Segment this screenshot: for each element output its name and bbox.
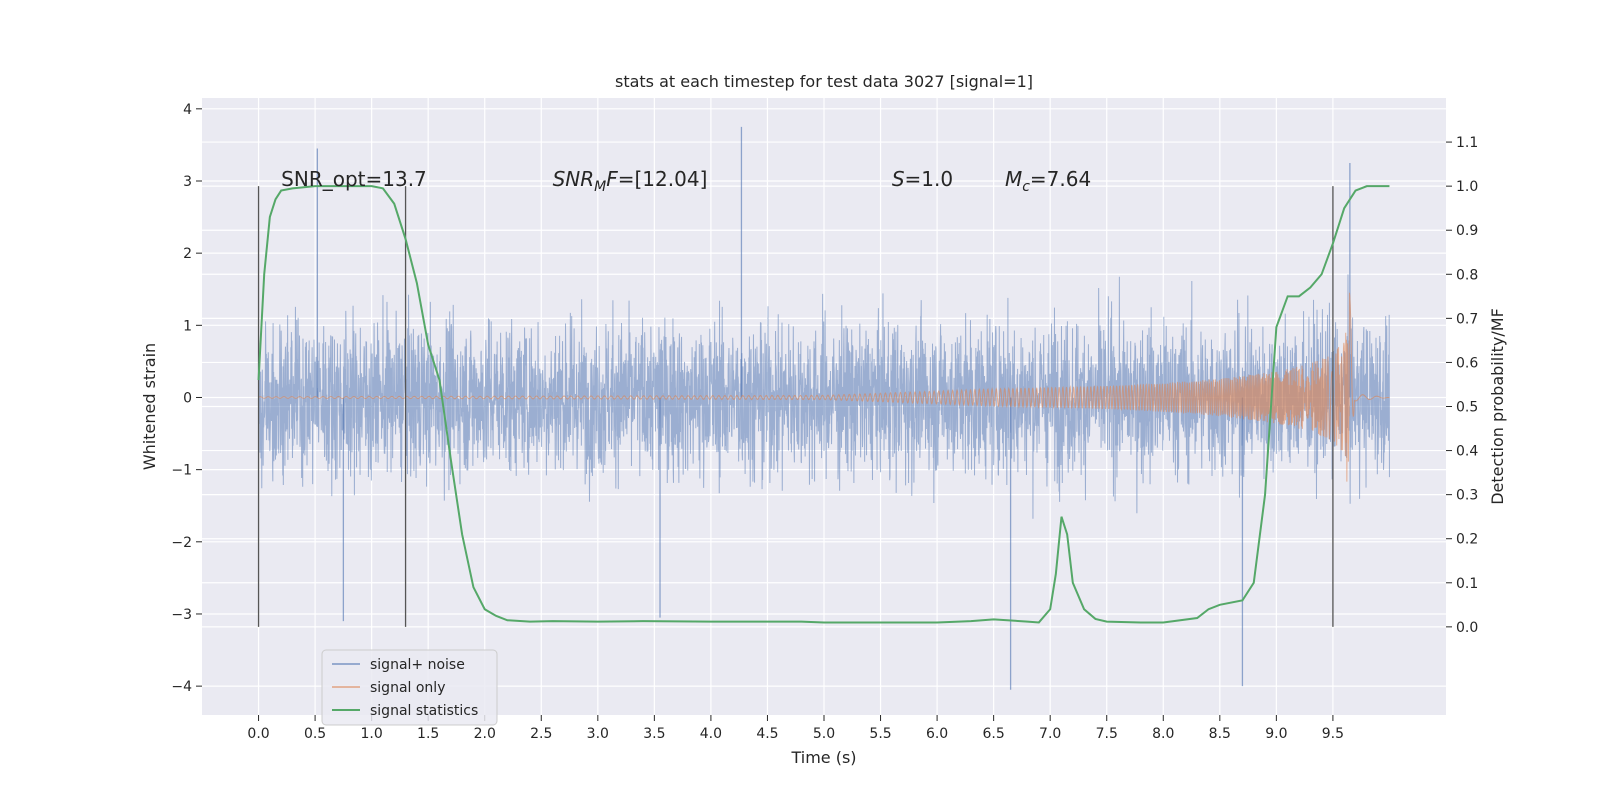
- x-axis-label: Time (s): [790, 748, 856, 767]
- x-tick-label: 8.5: [1209, 726, 1231, 742]
- annotation: S=1.0: [892, 167, 953, 191]
- chart-title: stats at each timestep for test data 302…: [615, 72, 1033, 91]
- y-right-tick-label: 0.7: [1456, 311, 1478, 327]
- statistics-line: [257, 185, 1390, 624]
- x-tick-label: 1.0: [361, 726, 383, 742]
- legend-label: signal only: [370, 680, 445, 696]
- x-tick-label: 9.0: [1265, 726, 1287, 742]
- x-tick-label: 0.5: [304, 726, 326, 742]
- y-tick-label: −1: [171, 463, 192, 479]
- y-tick-label: −3: [171, 607, 192, 623]
- y-tick-label: 4: [183, 102, 192, 118]
- x-tick-label: 2.0: [474, 726, 496, 742]
- x-tick-label: 8.0: [1152, 726, 1174, 742]
- y-right-tick-label: 0.1: [1456, 576, 1478, 592]
- x-tick-label: 7.5: [1096, 726, 1118, 742]
- signal-noise-series: [258, 126, 1390, 690]
- y-right-axis-label: Detection probability/MF: [1488, 308, 1507, 505]
- signal-statistics-series: [257, 185, 1390, 624]
- y-tick-label: −2: [171, 535, 192, 551]
- y-right-tick-label: 1.0: [1456, 179, 1478, 195]
- y-right-tick-label: 0.3: [1456, 488, 1478, 504]
- x-tick-label: 4.5: [756, 726, 778, 742]
- x-tick-label: 1.5: [417, 726, 439, 742]
- x-tick-label: 6.5: [983, 726, 1005, 742]
- y-right-tick-label: 0.4: [1456, 444, 1478, 460]
- axes: 0.0 0.5 1.0 1.5 2.0 2.5 3.0 3.5 4.0 4.5 5.0 5.5 6.0 6…: [140, 72, 1507, 767]
- legend: signal+ noise signal only signal statistic…: [321, 649, 498, 726]
- y-right-tick-label: 0.6: [1456, 355, 1478, 371]
- x-tick-label: 3.0: [587, 726, 609, 742]
- y-tick-label: 2: [183, 246, 192, 262]
- annotation: SNR_opt=13.7: [281, 167, 427, 191]
- y-tick-label: 1: [183, 318, 192, 334]
- signal-trace: [258, 292, 1390, 482]
- annotation: Mc=7.64: [1005, 167, 1091, 195]
- x-tick-label: 4.0: [700, 726, 722, 742]
- y-tick-label: 3: [183, 174, 192, 190]
- y-right-tick-label: 1.1: [1456, 135, 1478, 151]
- noise-trace: [258, 274, 1390, 519]
- legend-label: signal+ noise: [370, 657, 465, 673]
- y-right-tick-label: 0.2: [1456, 532, 1478, 548]
- y-right-tick-label: 0.8: [1456, 267, 1478, 283]
- y-tick-label: −4: [171, 679, 192, 695]
- y-right-tick-label: 0.5: [1456, 400, 1478, 416]
- annotations: SNR_opt=13.7 SNRMF=[12.04] S=1.0 Mc=7.64: [281, 167, 1091, 195]
- signal-only-series: [258, 292, 1390, 482]
- y-axis-label: Whitened strain: [140, 343, 159, 470]
- annotation: SNRMF=[12.04]: [553, 167, 708, 195]
- y-tick-label: 0: [183, 390, 192, 406]
- x-tick-label: 7.0: [1039, 726, 1061, 742]
- x-tick-label: 2.5: [530, 726, 552, 742]
- legend-label: signal statistics: [370, 703, 478, 719]
- x-tick-label: 9.5: [1322, 726, 1344, 742]
- legend-box: [321, 649, 498, 726]
- y-right-tick-label: 0.0: [1456, 620, 1478, 636]
- x-tick-label: 5.5: [869, 726, 891, 742]
- x-tick-label: 3.5: [643, 726, 665, 742]
- vertical-markers: [257, 186, 1334, 627]
- x-tick-label: 6.0: [926, 726, 948, 742]
- x-tick-label: 5.0: [813, 726, 835, 742]
- x-tick-label: 0.0: [247, 726, 269, 742]
- y-right-tick-label: 0.9: [1456, 223, 1478, 239]
